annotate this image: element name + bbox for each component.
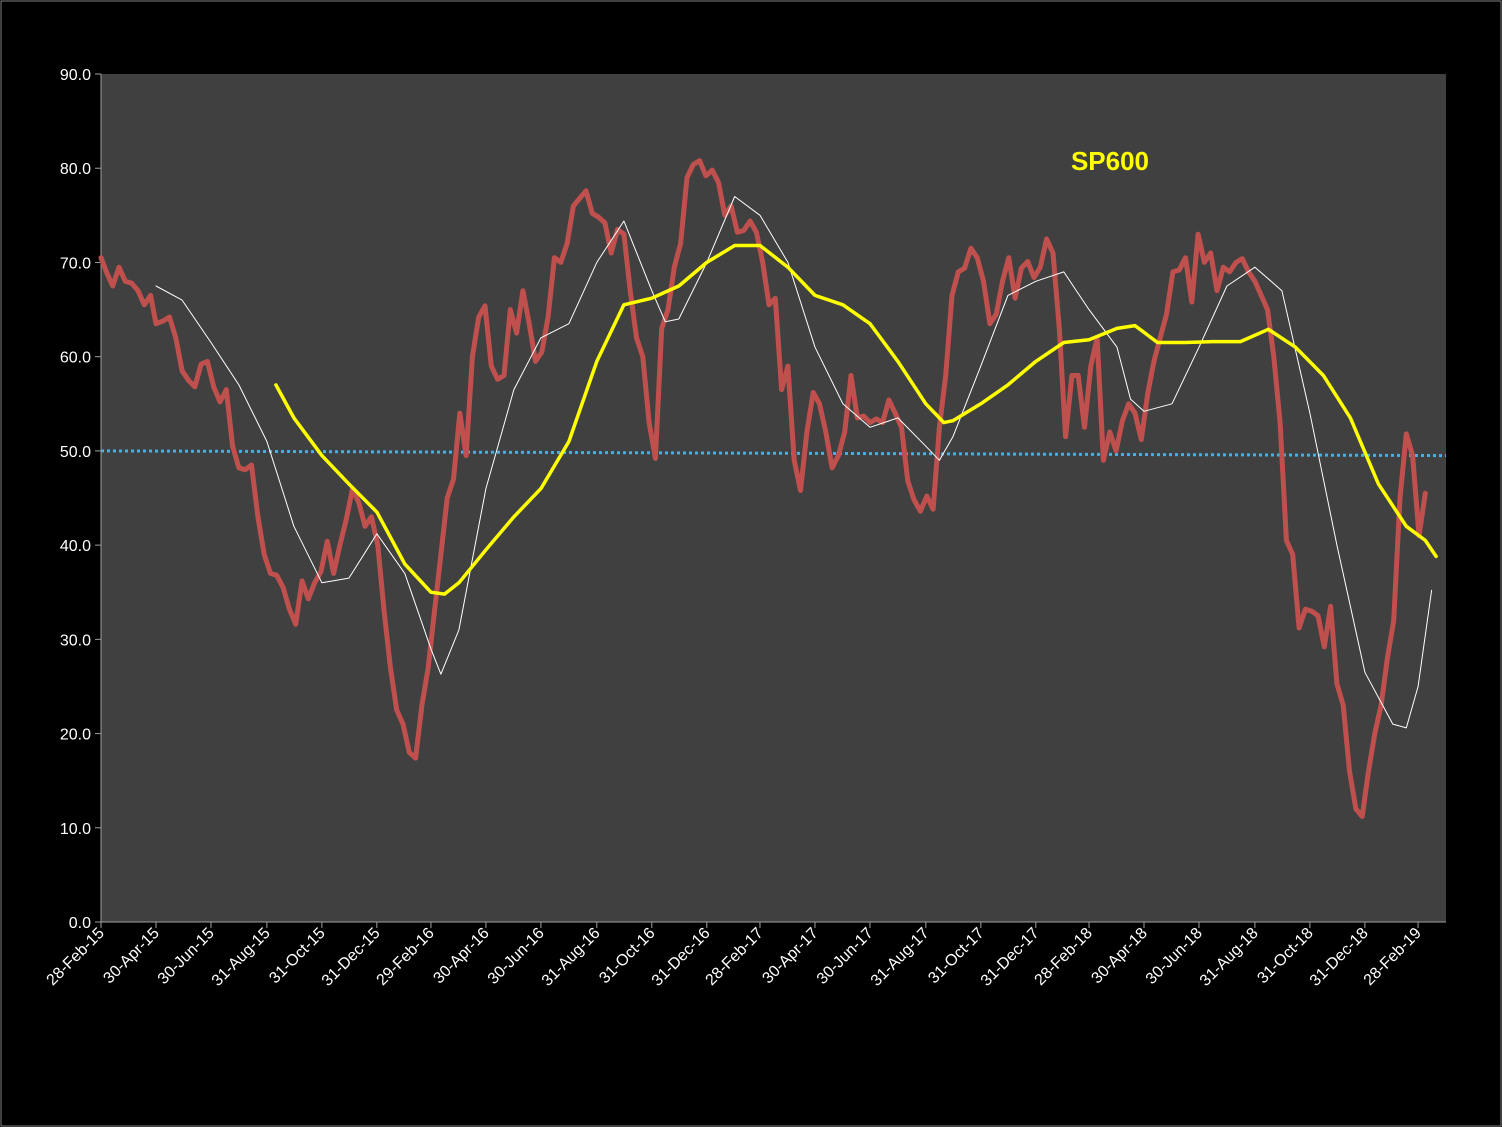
y-tick-label: 90.0 [60, 67, 91, 84]
y-tick-label: 20.0 [60, 727, 91, 744]
y-tick-label: 30.0 [60, 632, 91, 649]
series-layer [98, 158, 1447, 819]
y-tick-label: 0.0 [69, 915, 91, 932]
moving-average-white [155, 196, 1433, 729]
y-tick-label: 80.0 [60, 161, 91, 178]
y-tick-label: 50.0 [60, 444, 91, 461]
y-axis: 0.0 10.0 20.0 30.0 40.0 50.0 60.0 70.0 80.0 90.0 [60, 67, 102, 932]
y-tick-label: 70.0 [60, 255, 91, 272]
y-tick-label: 10.0 [60, 821, 91, 838]
y-tick-label: 60.0 [60, 350, 91, 367]
breadth-line-red [98, 158, 1428, 819]
y-tick-label: 40.0 [60, 538, 91, 555]
plot-area [101, 74, 1446, 922]
moving-average-yellow [274, 243, 1438, 596]
chart-title: SP600 [1071, 146, 1149, 176]
reference-line-50 [100, 449, 1447, 458]
